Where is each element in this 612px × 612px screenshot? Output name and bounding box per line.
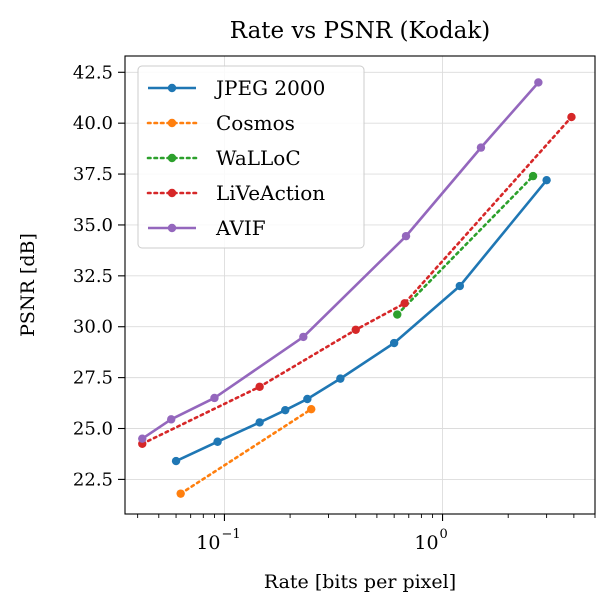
legend: JPEG 2000 Cosmos WaLLoC LiVeAction AVIF bbox=[137, 65, 365, 249]
series-0 bbox=[171, 175, 551, 466]
data-point bbox=[393, 310, 402, 319]
data-point bbox=[255, 382, 264, 391]
data-point bbox=[400, 299, 409, 308]
x-tick-label: 10 −1 bbox=[196, 527, 240, 554]
series-line bbox=[179, 407, 313, 495]
y-tick-label: 35.0 bbox=[73, 215, 113, 236]
legend-entry: LiVeAction bbox=[146, 181, 325, 205]
data-point bbox=[299, 332, 308, 342]
legend-entry: AVIF bbox=[148, 216, 266, 240]
data-point bbox=[567, 112, 576, 122]
data-point bbox=[210, 393, 219, 403]
y-tick-label: 22.5 bbox=[73, 469, 113, 490]
legend-label: Cosmos bbox=[216, 111, 295, 135]
x-tick-exponent: −1 bbox=[221, 527, 240, 542]
data-point bbox=[281, 405, 290, 415]
x-tick-base: 10 bbox=[414, 532, 438, 554]
y-tick-label: 25.0 bbox=[73, 419, 113, 440]
legend-label: WaLLoC bbox=[216, 146, 301, 170]
series-line bbox=[395, 174, 535, 316]
chart-title: Rate vs PSNR (Kodak) bbox=[230, 18, 491, 44]
x-tick-label: 10 0 bbox=[414, 527, 447, 554]
legend-entry: Cosmos bbox=[146, 111, 295, 135]
legend-marker bbox=[167, 153, 177, 163]
data-point bbox=[307, 404, 316, 414]
data-point bbox=[389, 338, 399, 348]
y-tick-label: 30.0 bbox=[73, 317, 113, 338]
legend-marker bbox=[167, 83, 177, 93]
data-point bbox=[534, 78, 543, 87]
legend-box bbox=[137, 65, 365, 249]
legend-marker bbox=[167, 118, 177, 128]
plot-frame bbox=[124, 55, 596, 515]
series-2 bbox=[393, 171, 538, 319]
data-point bbox=[351, 325, 360, 334]
series-layer bbox=[138, 78, 576, 498]
y-tick-label: 37.5 bbox=[73, 164, 113, 185]
legend-label: LiVeAction bbox=[216, 181, 325, 205]
y-tick-label: 40.0 bbox=[73, 113, 113, 134]
data-point bbox=[336, 374, 345, 383]
x-tick-base: 10 bbox=[196, 532, 220, 554]
data-point bbox=[171, 456, 181, 466]
data-point bbox=[476, 143, 486, 152]
y-tick-label: 27.5 bbox=[73, 368, 113, 389]
data-point bbox=[166, 415, 176, 424]
legend-label: AVIF bbox=[215, 216, 266, 240]
data-point bbox=[528, 171, 538, 181]
data-point bbox=[303, 394, 312, 404]
series-4 bbox=[138, 78, 543, 443]
legend-marker bbox=[167, 223, 177, 233]
x-tick-exponent: 0 bbox=[440, 527, 448, 542]
series-1 bbox=[176, 404, 316, 498]
axis-ticks: 22.525.027.530.032.535.037.540.042.510 −1… bbox=[73, 62, 596, 554]
data-point bbox=[401, 231, 411, 241]
legend-marker bbox=[167, 188, 177, 198]
data-point bbox=[138, 434, 147, 443]
legend-label: JPEG 2000 bbox=[214, 76, 325, 100]
y-tick-label: 42.5 bbox=[73, 62, 113, 83]
y-tick-label: 32.5 bbox=[73, 266, 113, 287]
data-point bbox=[455, 281, 465, 291]
data-point bbox=[542, 175, 551, 185]
data-point bbox=[255, 418, 264, 427]
data-point bbox=[213, 437, 222, 446]
legend-entry: WaLLoC bbox=[146, 146, 301, 170]
legend-entry: JPEG 2000 bbox=[148, 76, 325, 100]
x-axis-label: Rate [bits per pixel] bbox=[264, 571, 456, 593]
y-axis-label: PSNR [dB] bbox=[17, 233, 39, 337]
series-3 bbox=[138, 112, 576, 448]
data-point bbox=[176, 489, 185, 498]
